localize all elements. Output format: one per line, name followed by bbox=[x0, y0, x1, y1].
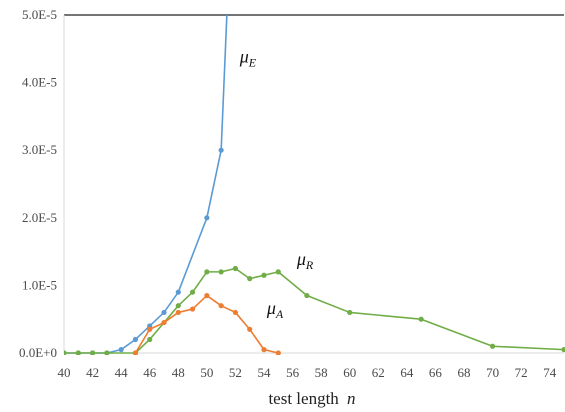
x-tick-label: 58 bbox=[315, 365, 328, 380]
data-point-mu-a bbox=[132, 350, 139, 355]
data-point-mu-r bbox=[561, 347, 565, 353]
y-tick-label: 1.0E-5 bbox=[22, 277, 57, 292]
data-point-mu-r bbox=[489, 343, 496, 349]
data-point-mu-a bbox=[232, 309, 239, 316]
x-axis-title: test length n bbox=[268, 389, 355, 408]
series-label-subscript: A bbox=[275, 307, 284, 321]
data-point-mu-r bbox=[418, 316, 424, 322]
data-point-mu-a bbox=[161, 319, 167, 326]
series-group bbox=[64, 15, 565, 355]
data-point-mu-r bbox=[347, 309, 353, 316]
data-point-mu-a bbox=[175, 309, 181, 316]
data-point-mu-r bbox=[147, 336, 153, 343]
data-point-mu-r bbox=[247, 276, 253, 282]
x-tick-label: 62 bbox=[372, 365, 385, 380]
x-tick-label: 60 bbox=[343, 365, 356, 380]
y-tick-label: 5.0E-5 bbox=[22, 7, 57, 22]
data-point-mu-r bbox=[175, 303, 181, 309]
data-point-mu-e bbox=[175, 289, 181, 295]
series-label-mu-r: μR bbox=[296, 249, 314, 272]
x-axis-title-variable: n bbox=[347, 389, 356, 408]
series-label-subscript: E bbox=[248, 55, 257, 69]
y-tick-label: 3.0E-5 bbox=[22, 142, 57, 157]
x-tick-label: 74 bbox=[543, 365, 557, 380]
x-tick-label: 66 bbox=[429, 365, 443, 380]
series-label-mu-a: μA bbox=[266, 298, 284, 321]
data-point-mu-a bbox=[261, 347, 267, 353]
series-line-mu-e bbox=[64, 15, 228, 354]
data-point-mu-a bbox=[189, 306, 196, 312]
data-point-mu-r bbox=[275, 269, 281, 275]
data-point-mu-a bbox=[275, 350, 281, 355]
series-label-mu-e: μE bbox=[239, 46, 257, 69]
data-point-mu-r bbox=[189, 289, 196, 295]
series-label-symbol: μ bbox=[266, 298, 276, 318]
data-point-mu-a bbox=[147, 326, 153, 332]
x-axis-title-text: test length bbox=[268, 389, 339, 408]
x-tick-label: 44 bbox=[115, 365, 129, 380]
data-point-mu-e bbox=[218, 147, 224, 153]
series-line-mu-r bbox=[64, 267, 565, 354]
series-mu-a bbox=[132, 292, 281, 355]
x-tick-label: 54 bbox=[258, 365, 272, 380]
series-label-symbol: μ bbox=[239, 46, 249, 66]
data-point-mu-r bbox=[304, 292, 310, 299]
series-mu-e bbox=[64, 15, 228, 355]
x-tick-label: 52 bbox=[229, 365, 242, 380]
data-point-mu-r bbox=[261, 272, 267, 278]
axes: 0.0E+0 1.0E-5 2.0E-5 3.0E-5 4.0E-5 5.0E-5 40 42… bbox=[19, 7, 564, 380]
data-point-mu-r bbox=[75, 350, 81, 355]
x-tick-label: 72 bbox=[515, 365, 528, 380]
series-line-mu-a bbox=[134, 294, 279, 354]
x-tick-label: 70 bbox=[486, 365, 499, 380]
data-point-mu-a bbox=[218, 303, 224, 309]
x-tick-label: 48 bbox=[172, 365, 185, 380]
x-tick-label: 42 bbox=[86, 365, 99, 380]
x-tick-label: 50 bbox=[200, 365, 213, 380]
y-tick-label: 2.0E-5 bbox=[22, 210, 57, 225]
x-tick-label: 64 bbox=[400, 365, 414, 380]
data-point-mu-r bbox=[218, 269, 224, 275]
data-point-mu-r bbox=[104, 350, 110, 355]
data-point-mu-a bbox=[204, 292, 210, 299]
data-point-mu-r bbox=[89, 350, 96, 355]
data-point-mu-e bbox=[204, 215, 210, 221]
y-tick-label: 4.0E-5 bbox=[22, 75, 57, 90]
data-point-mu-r bbox=[64, 350, 67, 355]
y-tick-label: 0.0E+0 bbox=[19, 345, 57, 360]
x-tick-label: 68 bbox=[458, 365, 471, 380]
x-tick-label: 40 bbox=[58, 365, 71, 380]
series-mu-r bbox=[64, 265, 565, 355]
series-label-symbol: μ bbox=[296, 249, 306, 269]
x-tick-label: 46 bbox=[143, 365, 157, 380]
x-tick-label: 56 bbox=[286, 365, 300, 380]
data-point-mu-r bbox=[204, 269, 210, 275]
data-point-mu-e bbox=[118, 347, 124, 353]
data-point-mu-e bbox=[161, 309, 167, 316]
data-point-mu-r bbox=[232, 265, 239, 272]
series-label-subscript: R bbox=[305, 258, 314, 272]
data-point-mu-e bbox=[132, 336, 139, 343]
data-point-mu-a bbox=[247, 326, 253, 332]
